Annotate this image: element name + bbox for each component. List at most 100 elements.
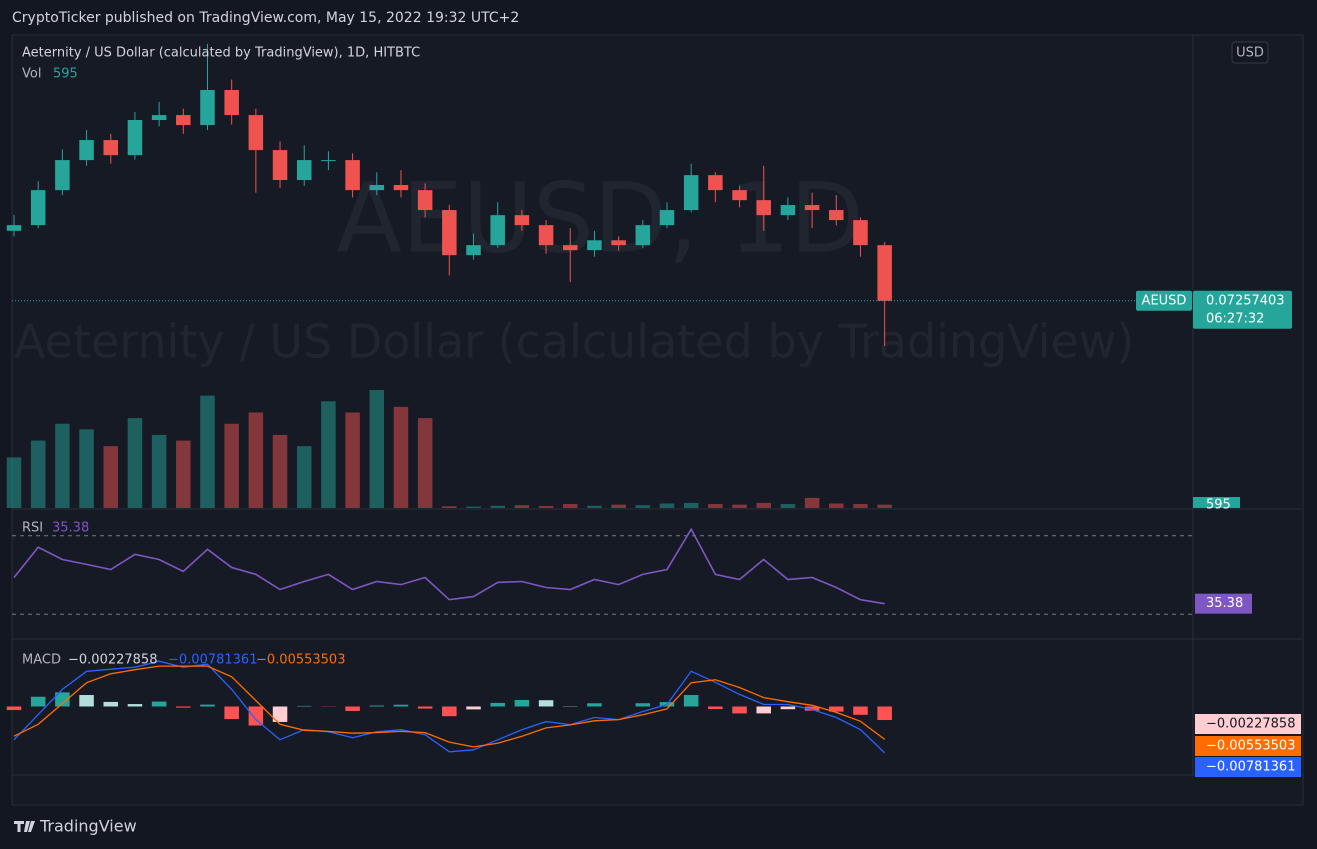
candle-body: [200, 90, 215, 126]
macd-histogram-bar: [176, 706, 191, 708]
symbol-tag-text: AEUSD: [1142, 293, 1187, 308]
volume-bar: [635, 505, 651, 508]
candle-body: [369, 185, 385, 191]
candle-body: [417, 190, 433, 211]
candle-body: [853, 220, 868, 246]
candle-body: [732, 190, 747, 201]
labels-layer: AEUSD 0.07257403 06:27:32 595 35.38 −0.002278…: [1136, 290, 1301, 777]
volume-bar: [877, 504, 892, 508]
volume-bar: [248, 412, 264, 508]
volume-bar: [127, 418, 143, 508]
currency: USD: [1236, 46, 1264, 61]
candle-body: [442, 210, 457, 256]
candle-body: [30, 190, 46, 226]
rsi-tag-value: 35.38: [1206, 596, 1243, 611]
candle-body: [6, 225, 22, 231]
macd-histogram-bar: [103, 701, 119, 707]
candle-body: [127, 120, 143, 156]
volume-bar: [30, 440, 46, 508]
macd-histogram-bar: [345, 706, 360, 711]
macd-histogram-bar: [442, 706, 457, 717]
volume-bar: [853, 504, 868, 508]
volume-bar: [538, 506, 554, 508]
candle-body: [562, 245, 578, 251]
rsi-legend-name: RSI: [22, 521, 43, 536]
macd-histogram-bar: [272, 706, 288, 722]
rsi-legend-value: 35.38: [52, 521, 89, 536]
price-tag-countdown: 06:27:32: [1206, 311, 1264, 326]
candle-body: [393, 185, 409, 191]
volume-bar: [103, 446, 119, 508]
volume-bar: [804, 497, 820, 508]
watermark-symbol: AEUSD, 1D: [336, 162, 863, 274]
watermark-name: Aeternity / US Dollar (calculated by Tra…: [14, 315, 1134, 369]
macd-histogram-bar: [296, 705, 312, 707]
macd-histogram-bar: [127, 704, 143, 707]
footer-brand: TradingView: [39, 817, 137, 836]
volume-bar: [417, 418, 433, 508]
volume-bar: [79, 429, 94, 508]
candle-body: [804, 205, 820, 211]
macd-histogram-bar: [6, 706, 22, 711]
macd-tag: [1195, 757, 1301, 777]
candle-body: [490, 215, 505, 246]
macd-tag-value: −0.00781361: [1206, 760, 1295, 775]
candle-body: [877, 245, 892, 301]
volume-bar: [780, 504, 796, 508]
macd-histogram-bar: [804, 706, 820, 711]
macd-histogram-bar: [683, 695, 699, 707]
macd-histogram-bar: [756, 706, 771, 714]
macd-histogram-bar: [30, 696, 46, 707]
grid-layer: [12, 535, 1193, 615]
candle-body: [466, 245, 481, 256]
volume-bar: [466, 506, 481, 508]
candle-body: [659, 210, 675, 226]
volume-bar: [514, 505, 530, 508]
candle-body: [345, 160, 360, 191]
macd-histogram-bar: [248, 706, 264, 726]
header: CryptoTicker published on TradingView.co…: [12, 10, 519, 26]
macd-histogram-bar: [538, 700, 554, 707]
volume-bar: [345, 412, 360, 508]
candle-body: [151, 115, 167, 121]
macd-legend-signal: −0.00553503: [256, 653, 345, 668]
macd-legend-name: MACD: [22, 653, 61, 668]
candle-body: [321, 160, 336, 162]
candle-body: [79, 140, 94, 161]
volume-bar: [587, 505, 602, 508]
macd-histogram-bar: [780, 706, 796, 710]
macd-histogram-bar: [393, 704, 409, 707]
candle-body: [708, 175, 723, 191]
macd-histogram-bar: [853, 706, 868, 715]
volume-tag: [1193, 497, 1240, 508]
macd-legend-histogram: −0.00227858: [68, 653, 157, 668]
volume-bar: [151, 434, 167, 508]
candle-body: [635, 225, 651, 246]
volume-bar: [829, 503, 844, 508]
macd-histogram-bar: [417, 706, 433, 709]
candle-body: [538, 225, 554, 246]
rsi-line: [13, 527, 885, 605]
volume-tag-value: 595: [1206, 498, 1231, 513]
macd-histogram-bar: [490, 702, 505, 707]
macd-histogram-bar: [587, 703, 602, 707]
histogram-tag-value: −0.00227858: [1206, 717, 1295, 732]
macd-histogram-bar: [200, 704, 215, 707]
candle-body: [224, 90, 239, 116]
volume-bar: [6, 457, 22, 508]
currency-box: [1231, 41, 1269, 64]
volume-bar: [176, 440, 191, 508]
volume-legend-name: Vol: [22, 67, 41, 82]
macd-histogram-bar: [151, 701, 167, 707]
volume-bar: [732, 504, 747, 508]
volume-bar: [393, 406, 409, 508]
macd-histogram-bar: [79, 695, 94, 707]
volume-bar: [683, 502, 699, 508]
candle-body: [514, 215, 530, 226]
marks-layer: [6, 43, 1193, 754]
volume-bar: [224, 423, 239, 508]
symbol-tag: [1136, 290, 1192, 311]
macd-histogram-bar: [514, 699, 530, 707]
candle-body: [683, 175, 699, 211]
